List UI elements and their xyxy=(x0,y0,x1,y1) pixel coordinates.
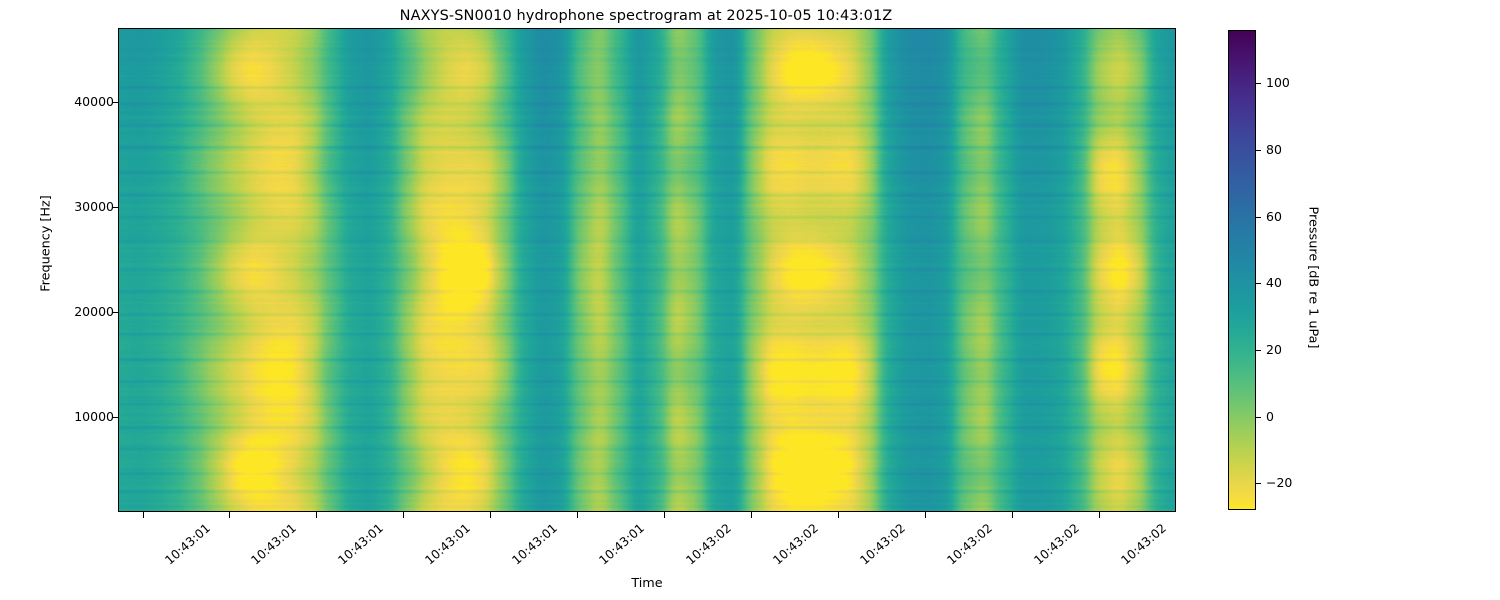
x-axis-tick-label: 10:43:01 xyxy=(509,521,560,568)
y-axis-tick-mark xyxy=(112,312,118,314)
colorbar-tick-label: 100 xyxy=(1266,75,1290,91)
colorbar-label: Pressure [dB re 1 uPa] xyxy=(1305,206,1321,349)
x-axis-tick-mark xyxy=(751,512,753,518)
spectrogram-plot-area[interactable] xyxy=(118,28,1176,512)
colorbar-tick-mark xyxy=(1256,83,1261,85)
y-axis-tick-mark xyxy=(112,417,118,419)
colorbar-tick-mark xyxy=(1256,350,1261,352)
x-axis-tick-mark xyxy=(664,512,666,518)
colorbar-tick-label: −20 xyxy=(1266,475,1293,491)
x-axis-tick-label: 10:43:01 xyxy=(248,521,299,568)
colorbar-tick-label: 20 xyxy=(1266,342,1282,357)
x-axis-tick-mark xyxy=(1012,512,1014,518)
colorbar-tick-label: 40 xyxy=(1266,275,1282,291)
colorbar-tick-mark xyxy=(1256,416,1261,418)
colorbar-tick-label: 0 xyxy=(1266,408,1274,424)
x-axis-label: Time xyxy=(631,576,663,591)
x-axis-tick-mark xyxy=(838,512,840,518)
x-axis-tick-mark xyxy=(229,512,231,518)
x-axis-tick-label: 10:43:02 xyxy=(683,521,734,568)
x-axis-tick-mark xyxy=(490,512,492,518)
spectrogram-image xyxy=(119,29,1175,511)
y-axis-tick-label: 10000 xyxy=(74,409,114,425)
x-axis-tick-mark xyxy=(143,512,145,518)
colorbar-tick-label: 60 xyxy=(1266,208,1282,224)
y-axis-tick-label: 20000 xyxy=(74,304,114,320)
x-axis-tick-label: 10:43:01 xyxy=(162,521,213,568)
x-axis-tick-label: 10:43:01 xyxy=(596,521,647,568)
x-axis-tick-mark xyxy=(925,512,927,518)
x-axis-tick-label: 10:43:01 xyxy=(422,521,473,568)
x-axis-tick-label: 10:43:02 xyxy=(770,521,821,568)
y-axis-label: Frequency [Hz] xyxy=(38,195,54,292)
colorbar-tick-mark xyxy=(1256,283,1261,285)
x-axis-tick-mark xyxy=(316,512,318,518)
colorbar-gradient xyxy=(1228,30,1256,510)
page-title: NAXYS-SN0010 hydrophone spectrogram at 2… xyxy=(399,8,893,24)
y-axis-tick-mark xyxy=(112,101,118,103)
colorbar[interactable] xyxy=(1228,30,1256,510)
x-axis-tick-mark xyxy=(1099,512,1101,518)
x-axis-tick-label: 10:43:02 xyxy=(1031,521,1082,568)
colorbar-tick-label: 80 xyxy=(1266,142,1282,157)
colorbar-tick-mark xyxy=(1256,216,1261,218)
x-axis-tick-mark xyxy=(403,512,405,518)
x-axis-tick-mark xyxy=(577,512,579,518)
y-axis-tick-label: 30000 xyxy=(74,198,114,214)
x-axis-tick-label: 10:43:02 xyxy=(857,521,908,568)
y-axis-tick-mark xyxy=(112,206,118,208)
colorbar-tick-mark xyxy=(1256,483,1261,485)
colorbar-tick-mark xyxy=(1256,150,1261,152)
x-axis-tick-label: 10:43:01 xyxy=(335,521,386,568)
y-axis-tick-label: 40000 xyxy=(74,93,114,109)
x-axis-tick-label: 10:43:02 xyxy=(1118,521,1169,568)
x-axis-tick-label: 10:43:02 xyxy=(944,521,995,568)
